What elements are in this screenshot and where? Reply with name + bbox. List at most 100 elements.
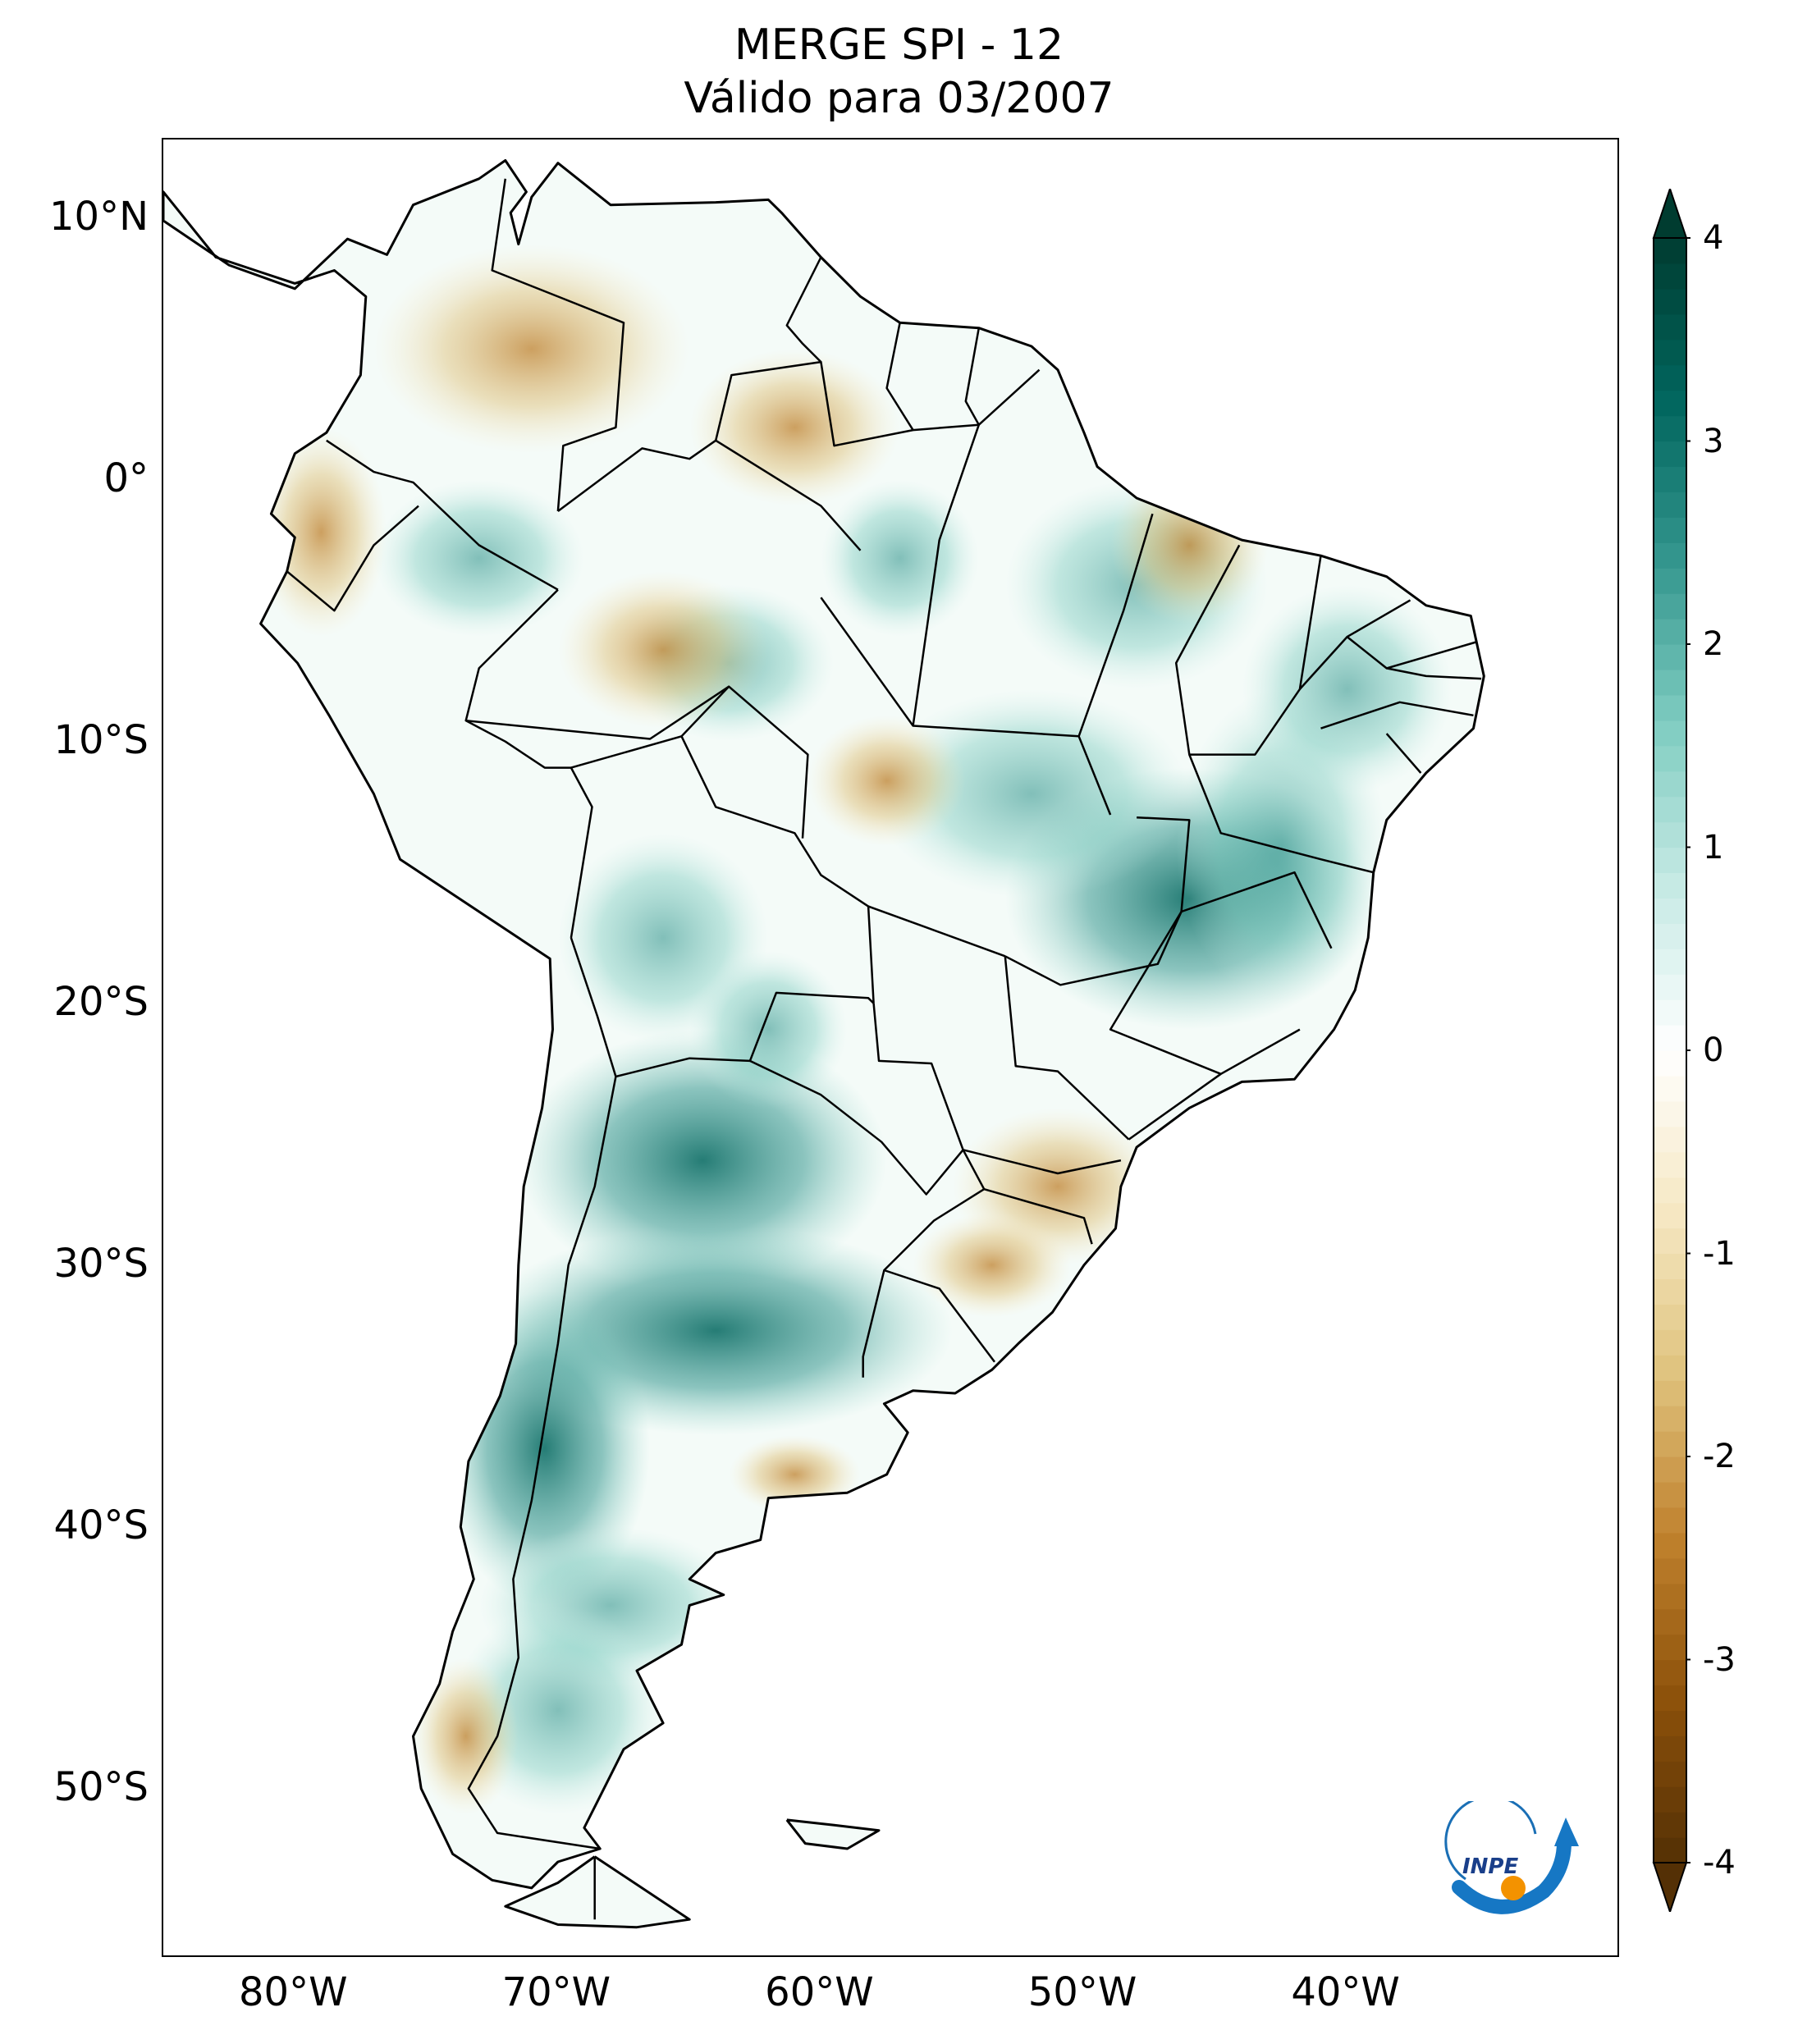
colorbar — [1652, 189, 1690, 1912]
wet-anomaly-region — [1242, 584, 1453, 794]
internal-border — [467, 1076, 617, 1850]
colorbar-band — [1654, 644, 1686, 670]
colorbar-tick-label: 2 — [1703, 625, 1724, 663]
lat-label: 50°S — [53, 1763, 149, 1810]
internal-border — [1004, 956, 1130, 1141]
internal-border — [1174, 544, 1322, 756]
internal-border — [1109, 911, 1301, 1076]
colorbar-band — [1654, 288, 1686, 315]
colorbar-tick-label: 1 — [1703, 828, 1724, 867]
map-title: MERGE SPI - 12 — [734, 21, 1064, 70]
internal-border — [983, 1187, 1093, 1245]
colorbar-band — [1654, 263, 1686, 290]
colorbar-band — [1654, 364, 1686, 391]
internal-border — [884, 1269, 995, 1363]
colorbar-band — [1654, 568, 1686, 594]
internal-border — [820, 597, 1112, 816]
internal-border — [326, 439, 559, 591]
lon-label: 70°W — [501, 1969, 611, 2015]
colorbar-band — [1654, 1837, 1686, 1863]
internal-border — [964, 327, 981, 426]
dry-anomaly-region — [373, 244, 690, 454]
colorbar-band — [1654, 974, 1686, 1000]
colorbar-band — [1654, 821, 1686, 848]
internal-border — [1385, 733, 1422, 774]
lon-label: 40°W — [1291, 1969, 1400, 2015]
colorbar-band — [1654, 238, 1686, 264]
internal-border — [680, 685, 809, 839]
lat-label: 40°S — [53, 1502, 149, 1548]
internal-border — [1181, 871, 1333, 949]
colorbar-band — [1654, 1304, 1686, 1330]
internal-border — [963, 1149, 1122, 1175]
colorbar-band — [1654, 1557, 1686, 1584]
colorbar-band — [1654, 441, 1686, 468]
lon-label: 50°W — [1027, 1969, 1137, 2015]
colorbar-band — [1654, 1126, 1686, 1153]
wet-anomaly-region — [689, 950, 848, 1109]
colorbar-band — [1654, 1685, 1686, 1711]
internal-border — [885, 322, 914, 431]
internal-border — [1386, 667, 1482, 680]
colorbar-band — [1654, 745, 1686, 772]
colorbar-band — [1654, 771, 1686, 798]
colorbar-band — [1654, 1481, 1686, 1508]
internal-border — [557, 360, 1041, 513]
internal-border — [1128, 1072, 1222, 1141]
dry-anomaly-region — [557, 571, 769, 729]
logo-text: INPE — [1462, 1854, 1518, 1879]
colorbar-extend-min — [1652, 1862, 1688, 1912]
dry-anomaly-region — [913, 1212, 1071, 1318]
colorbar-band — [1654, 847, 1686, 874]
internal-border — [715, 439, 862, 551]
internal-border — [749, 1059, 964, 1196]
colorbar-band — [1654, 415, 1686, 442]
internal-border — [1320, 701, 1474, 729]
colorbar-tick-label: 4 — [1703, 219, 1724, 257]
colorbar-band — [1654, 517, 1686, 543]
dry-anomaly-region — [413, 1658, 519, 1815]
internal-border — [491, 178, 625, 512]
colorbar-band — [1654, 1761, 1686, 1787]
colorbar-band — [1654, 1025, 1686, 1051]
lon-label: 60°W — [765, 1969, 874, 2015]
lat-label: 20°S — [53, 978, 149, 1025]
dry-anomaly-region — [729, 1435, 861, 1514]
colorbar-band — [1654, 1202, 1686, 1229]
colorbar-band — [1654, 694, 1686, 721]
map-panel — [162, 138, 1619, 1957]
internal-border — [465, 685, 730, 740]
colorbar-band — [1654, 492, 1686, 518]
colorbar-band — [1654, 898, 1686, 924]
internal-border — [1004, 816, 1191, 986]
colorbar-band — [1654, 1735, 1686, 1762]
colorbar-band — [1654, 313, 1686, 341]
colorbar-band — [1654, 466, 1686, 492]
colorbar-band — [1654, 1634, 1686, 1661]
colorbar-band — [1654, 1786, 1686, 1813]
lat-label: 0° — [103, 455, 149, 501]
internal-border — [785, 256, 822, 363]
colorbar-tick-label: -2 — [1703, 1438, 1736, 1475]
colorbar-band — [1654, 1075, 1686, 1102]
inpe-logo: INPE — [1444, 1801, 1579, 1914]
dry-anomaly-region — [807, 715, 966, 847]
internal-border — [1077, 513, 1154, 737]
colorbar-tick-label: 3 — [1703, 422, 1724, 460]
internal-border — [867, 905, 1006, 958]
colorbar-band — [1654, 872, 1686, 899]
colorbar-band — [1654, 1608, 1686, 1635]
colorbar-band — [1654, 1583, 1686, 1610]
colorbar-band — [1654, 720, 1686, 747]
wet-anomaly-region — [821, 479, 979, 638]
map-subtitle: Válido para 03/2007 — [684, 74, 1114, 123]
internal-border — [286, 505, 419, 612]
internal-border — [912, 424, 980, 726]
wet-anomaly-region — [373, 479, 584, 638]
colorbar-band — [1654, 1151, 1686, 1178]
colorbar-band — [1654, 619, 1686, 645]
internal-border — [570, 937, 875, 1078]
falkland-islands-coast — [785, 1818, 881, 1850]
colorbar-band — [1654, 1659, 1686, 1686]
lat-label: 10°S — [53, 716, 149, 763]
